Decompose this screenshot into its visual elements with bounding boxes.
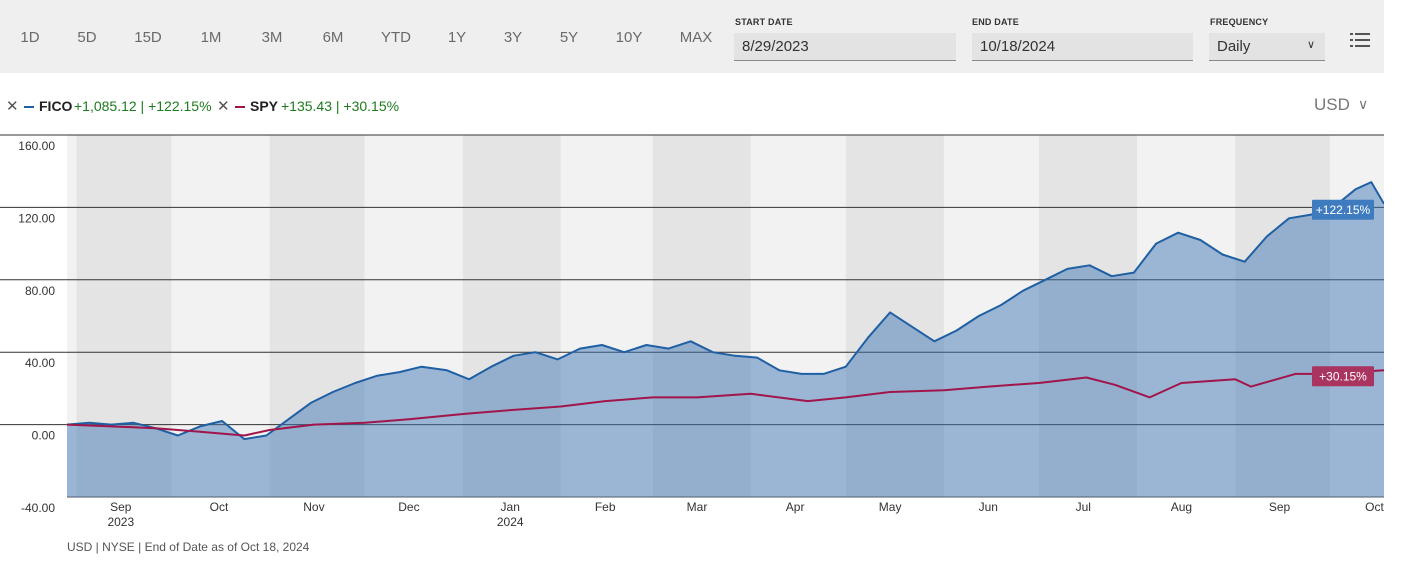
x-tick-label: Sep [110,500,132,514]
range-15d[interactable]: 15D [134,29,162,46]
spy-end-label-box [1312,366,1374,387]
x-tick-label: Oct [210,500,229,514]
legend-fico-name: FICO [39,98,73,114]
legend-fico-value: +1,085.12 | +122.15% [74,98,212,114]
remove-spy-icon[interactable]: ✕ [217,98,230,115]
x-tick-label: May [879,500,902,514]
month-band [364,135,463,497]
start-date-field[interactable]: 8/29/2023 [734,33,956,61]
currency-select[interactable]: USD [1314,95,1350,114]
frequency-value: Daily [1217,38,1251,55]
month-band [462,135,561,497]
range-1m[interactable]: 1M [200,29,222,46]
frequency-select[interactable]: Daily ∨ [1209,33,1325,61]
y-tick-label: 120.00 [18,211,55,225]
month-band [560,135,653,497]
range-max[interactable]: MAX [679,29,713,46]
x-tick-label: Aug [1171,500,1192,514]
fico-area [67,182,1384,497]
chevron-down-icon[interactable]: ∨ [1358,96,1369,112]
month-band [1235,135,1331,497]
x-tick-label: Dec [398,500,419,514]
range-ytd[interactable]: YTD [381,29,411,46]
y-tick-label: 0.00 [32,429,56,443]
x-tick-label: Mar [687,500,708,514]
x-tick-year: 2024 [497,515,524,529]
spy-swatch [235,106,245,108]
x-tick-label: Nov [303,500,324,514]
range-1y[interactable]: 1Y [447,29,467,46]
spy-line [66,369,1384,437]
month-band [1330,135,1384,497]
fico-swatch [24,106,34,108]
month-band [67,135,77,497]
footnote: USD | NYSE | End of Date as of Oct 18, 2… [67,540,310,554]
hamburger-menu-icon[interactable] [1350,31,1370,49]
y-tick-label: -40.00 [21,501,55,515]
end-date-field[interactable]: 10/18/2024 [972,33,1193,61]
remove-fico-icon[interactable]: ✕ [6,98,19,115]
fico-end-label: +122.15% [1316,203,1371,217]
range-5y[interactable]: 5Y [559,29,579,46]
x-tick-label: Jan [501,500,520,514]
x-tick-label: Jul [1076,500,1091,514]
fico-line [66,181,1384,441]
month-band [750,135,846,497]
spy-end-label: +30.15% [1319,369,1367,383]
x-tick-label: Oct [1365,500,1384,514]
month-band [1038,135,1138,497]
x-tick-label: Jun [979,500,998,514]
range-1d[interactable]: 1D [20,29,40,46]
frequency-label: FREQUENCY [1210,17,1269,27]
y-tick-label: 80.00 [25,284,55,298]
x-tick-label: Apr [786,500,805,514]
x-tick-label: Feb [595,500,616,514]
range-3y[interactable]: 3Y [503,29,523,46]
end-date-label: END DATE [972,17,1019,27]
x-tick-label: Sep [1269,500,1291,514]
range-5d[interactable]: 5D [77,29,97,46]
month-band [1137,135,1236,497]
y-tick-label: 160.00 [18,139,55,153]
fico-end-label-box [1312,199,1374,220]
legend-spy-name: SPY [250,98,279,114]
range-10y[interactable]: 10Y [615,29,643,46]
x-tick-year: 2023 [107,515,134,529]
range-6m[interactable]: 6M [322,29,344,46]
legend-spy-value: +135.43 | +30.15% [281,98,400,114]
month-band [943,135,1039,497]
month-band [269,135,365,497]
range-3m[interactable]: 3M [261,29,283,46]
y-tick-label: 40.00 [25,356,55,370]
toolbar: 1D 5D 15D 1M 3M 6M YTD 1Y 3Y 5Y 10Y MAX START DATE … [0,0,1384,73]
month-band [76,135,172,497]
start-date-label: START DATE [735,17,793,27]
chevron-down-icon: ∨ [1306,39,1315,51]
month-band [652,135,751,497]
